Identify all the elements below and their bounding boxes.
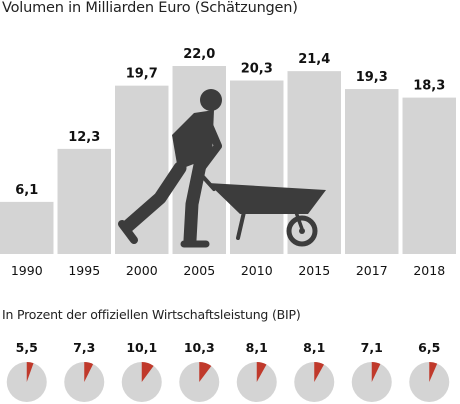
bar-value-label: 19,3 [356,70,388,85]
bar-value-label: 18,3 [413,79,445,94]
pie-value-label: 10,3 [184,340,215,355]
worker-with-wheelbarrow-icon [118,89,326,248]
bar-value-labels: 6,1 12,3 19,7 22,0 20,3 21,4 19,3 18,3 [15,47,445,198]
pie-slice [84,362,94,382]
pie-value-label: 8,1 [246,340,268,355]
x-tick-label: 2017 [356,263,388,278]
pie-slice [429,362,438,382]
x-tick-label: 1990 [11,263,43,278]
bar-2017 [345,89,399,254]
x-tick-label: 2018 [413,263,445,278]
pie-slice [26,362,34,382]
x-axis-tick-labels: 1990 1995 2000 2005 2010 2015 2017 2018 [11,263,445,278]
pie-slice [141,362,154,382]
x-tick-label: 2000 [126,263,158,278]
bar-value-label: 12,3 [68,130,100,145]
bar-value-label: 20,3 [241,62,273,77]
pie-series: 5,5 7,3 10,1 10,3 8,1 8,1 7,1 6,5 [6,340,450,402]
pie-slice [199,362,212,382]
bar-2018 [402,97,456,254]
x-tick-label: 2010 [241,263,273,278]
bar-value-label: 6,1 [15,183,38,198]
pie-value-label: 8,1 [303,340,325,355]
bar-2010 [230,80,284,254]
pie-value-label: 7,1 [361,340,383,355]
bar-chart-title: Volumen in Milliarden Euro (Schätzungen) [2,0,298,16]
pie-value-label: 5,5 [16,340,38,355]
x-tick-label: 2005 [183,263,215,278]
pie-slice [314,362,324,382]
x-tick-label: 2015 [298,263,330,278]
bar-value-label: 21,4 [298,52,330,67]
x-tick-label: 1995 [68,263,100,278]
pie-value-label: 6,5 [418,340,440,355]
pie-slice [256,362,267,382]
pie-value-label: 10,1 [126,340,157,355]
bar-1990 [0,201,54,254]
pie-value-label: 7,3 [73,340,95,355]
bar-value-label: 22,0 [183,47,215,62]
pie-chart-title: In Prozent der offiziellen Wirtschaftsle… [2,307,301,322]
pie-slice [371,362,381,382]
bar-value-label: 19,7 [126,67,158,82]
bar-series [0,66,456,255]
bar-1995 [57,148,111,254]
